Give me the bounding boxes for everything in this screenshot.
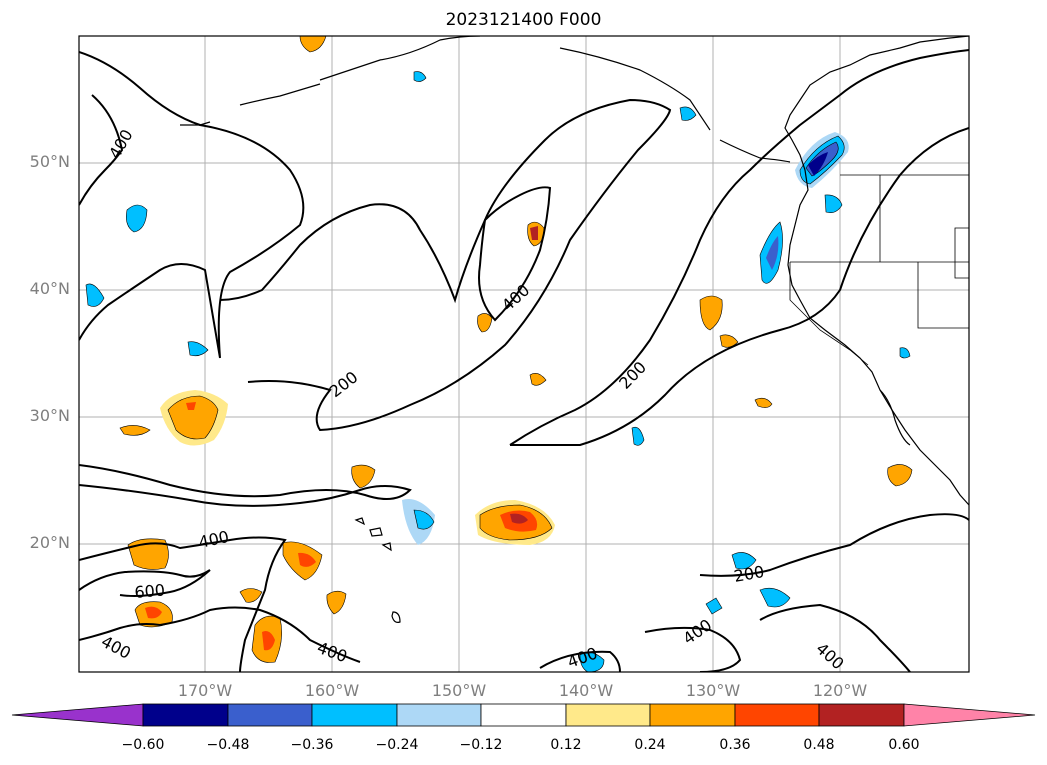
warm-patch: [510, 513, 528, 524]
colorbar-tick-label: −0.12: [459, 737, 503, 753]
lon-label: 130°W: [685, 681, 741, 700]
contour-label: 400: [105, 126, 137, 162]
lon-label: 160°W: [304, 681, 360, 700]
cool-patch: [679, 106, 697, 121]
cool-patch: [899, 347, 911, 359]
colorbar-swatch: [227, 703, 313, 727]
contour-600: [79, 569, 211, 597]
contour-label: 200: [326, 367, 362, 401]
cool-patch: [824, 194, 843, 213]
contours: [79, 49, 969, 672]
lon-label: 170°W: [177, 681, 233, 700]
warm-patch: [239, 588, 263, 603]
warm-patch: [326, 590, 347, 615]
colorbar-extend-low: [11, 703, 144, 727]
contour-200-east: [509, 49, 969, 446]
contour-400-se2: [759, 603, 911, 672]
warm-patch: [699, 295, 723, 331]
warm-patch: [351, 464, 376, 489]
cool-patch: [759, 587, 791, 608]
contour-400-bottom: [539, 650, 621, 672]
cool-patch: [413, 71, 427, 82]
warm-patch: [529, 373, 547, 386]
colorbar-swatch: [734, 703, 820, 727]
lon-label: 140°W: [558, 681, 614, 700]
colorbar-tick-label: 0.36: [719, 737, 751, 753]
cool-patch: [705, 597, 723, 615]
warm-patch: [887, 464, 913, 487]
contour-200-east2: [510, 127, 969, 447]
contour-400-s2: [79, 606, 361, 663]
plot-frame: [78, 35, 970, 673]
contour-400-nw: [79, 51, 305, 359]
cool-patch: [808, 152, 828, 176]
lat-label: 20°N: [29, 533, 70, 552]
cool-patch: [731, 552, 757, 570]
cool-patch: [631, 426, 645, 446]
colorbar-swatch: [565, 703, 651, 727]
contour-400-south: [79, 464, 412, 507]
colorbar-tick-label: 0.12: [550, 737, 582, 753]
colorbar-tick-label: −0.48: [206, 737, 250, 753]
contour-label: 400: [197, 527, 231, 552]
contour-400-nw2: [79, 94, 124, 206]
contour-400-se: [644, 626, 742, 672]
colorbar-swatch: [480, 703, 567, 727]
state-borders: [789, 174, 969, 366]
colorbar-swatch: [818, 703, 905, 727]
colorbar-extend-high: [903, 703, 1036, 727]
contour-label: 200: [615, 358, 650, 393]
lat-label: 50°N: [29, 152, 70, 171]
cool-patch: [126, 204, 148, 233]
lon-label: 150°W: [431, 681, 487, 700]
warm-patch: [119, 425, 151, 436]
lat-label: 30°N: [29, 406, 70, 425]
lat-label: 40°N: [29, 279, 70, 298]
contour-label: 600: [134, 580, 166, 602]
hawaii-islands: [354, 517, 401, 623]
contour-200-se: [699, 513, 969, 577]
warm-patch: [299, 36, 327, 53]
warm-patch: [145, 606, 162, 619]
warm-patch: [530, 226, 538, 240]
colorbar-tick-label: −0.36: [290, 737, 334, 753]
contour-label: 400: [812, 639, 847, 674]
warm-patch: [477, 313, 493, 333]
lon-label: 120°W: [812, 681, 868, 700]
gridlines: [79, 36, 969, 672]
contour-400-sw: [79, 536, 287, 672]
cool-patch: [766, 236, 779, 270]
colorbar-tick-label: −0.60: [121, 737, 165, 753]
cool-patch: [85, 283, 105, 307]
contour-400-inner: [478, 186, 552, 322]
colorbar-swatch: [396, 703, 482, 727]
coastline: [180, 36, 969, 506]
colorbar-swatch: [142, 703, 229, 727]
contour-label: 400: [315, 638, 350, 666]
warm-patch: [719, 334, 739, 348]
contour-label: 400: [98, 632, 134, 663]
warm-patch: [262, 631, 275, 651]
contour-label: 200: [732, 562, 765, 586]
warm-patch: [127, 538, 169, 570]
map-title: 2023121400 F000: [445, 10, 602, 30]
warm-patch: [298, 552, 316, 567]
contour-200-tongue: [219, 98, 672, 432]
colorbar-tick-label: 0.60: [888, 737, 920, 753]
colorbar-swatch: [649, 703, 736, 727]
colorbar: [11, 703, 1036, 727]
warm-patch: [754, 397, 773, 408]
cool-patch: [413, 509, 435, 530]
warm-patch: [186, 402, 196, 410]
colorbar-tick-label: −0.24: [375, 737, 419, 753]
colorbar-tick-label: 0.24: [634, 737, 666, 753]
warm-patch: [167, 395, 219, 440]
colorbar-swatch: [311, 703, 398, 727]
colorbar-tick-label: 0.48: [803, 737, 835, 753]
cool-patch: [187, 341, 209, 357]
contour-label: 400: [679, 615, 715, 648]
shaded-patches: [85, 36, 913, 672]
